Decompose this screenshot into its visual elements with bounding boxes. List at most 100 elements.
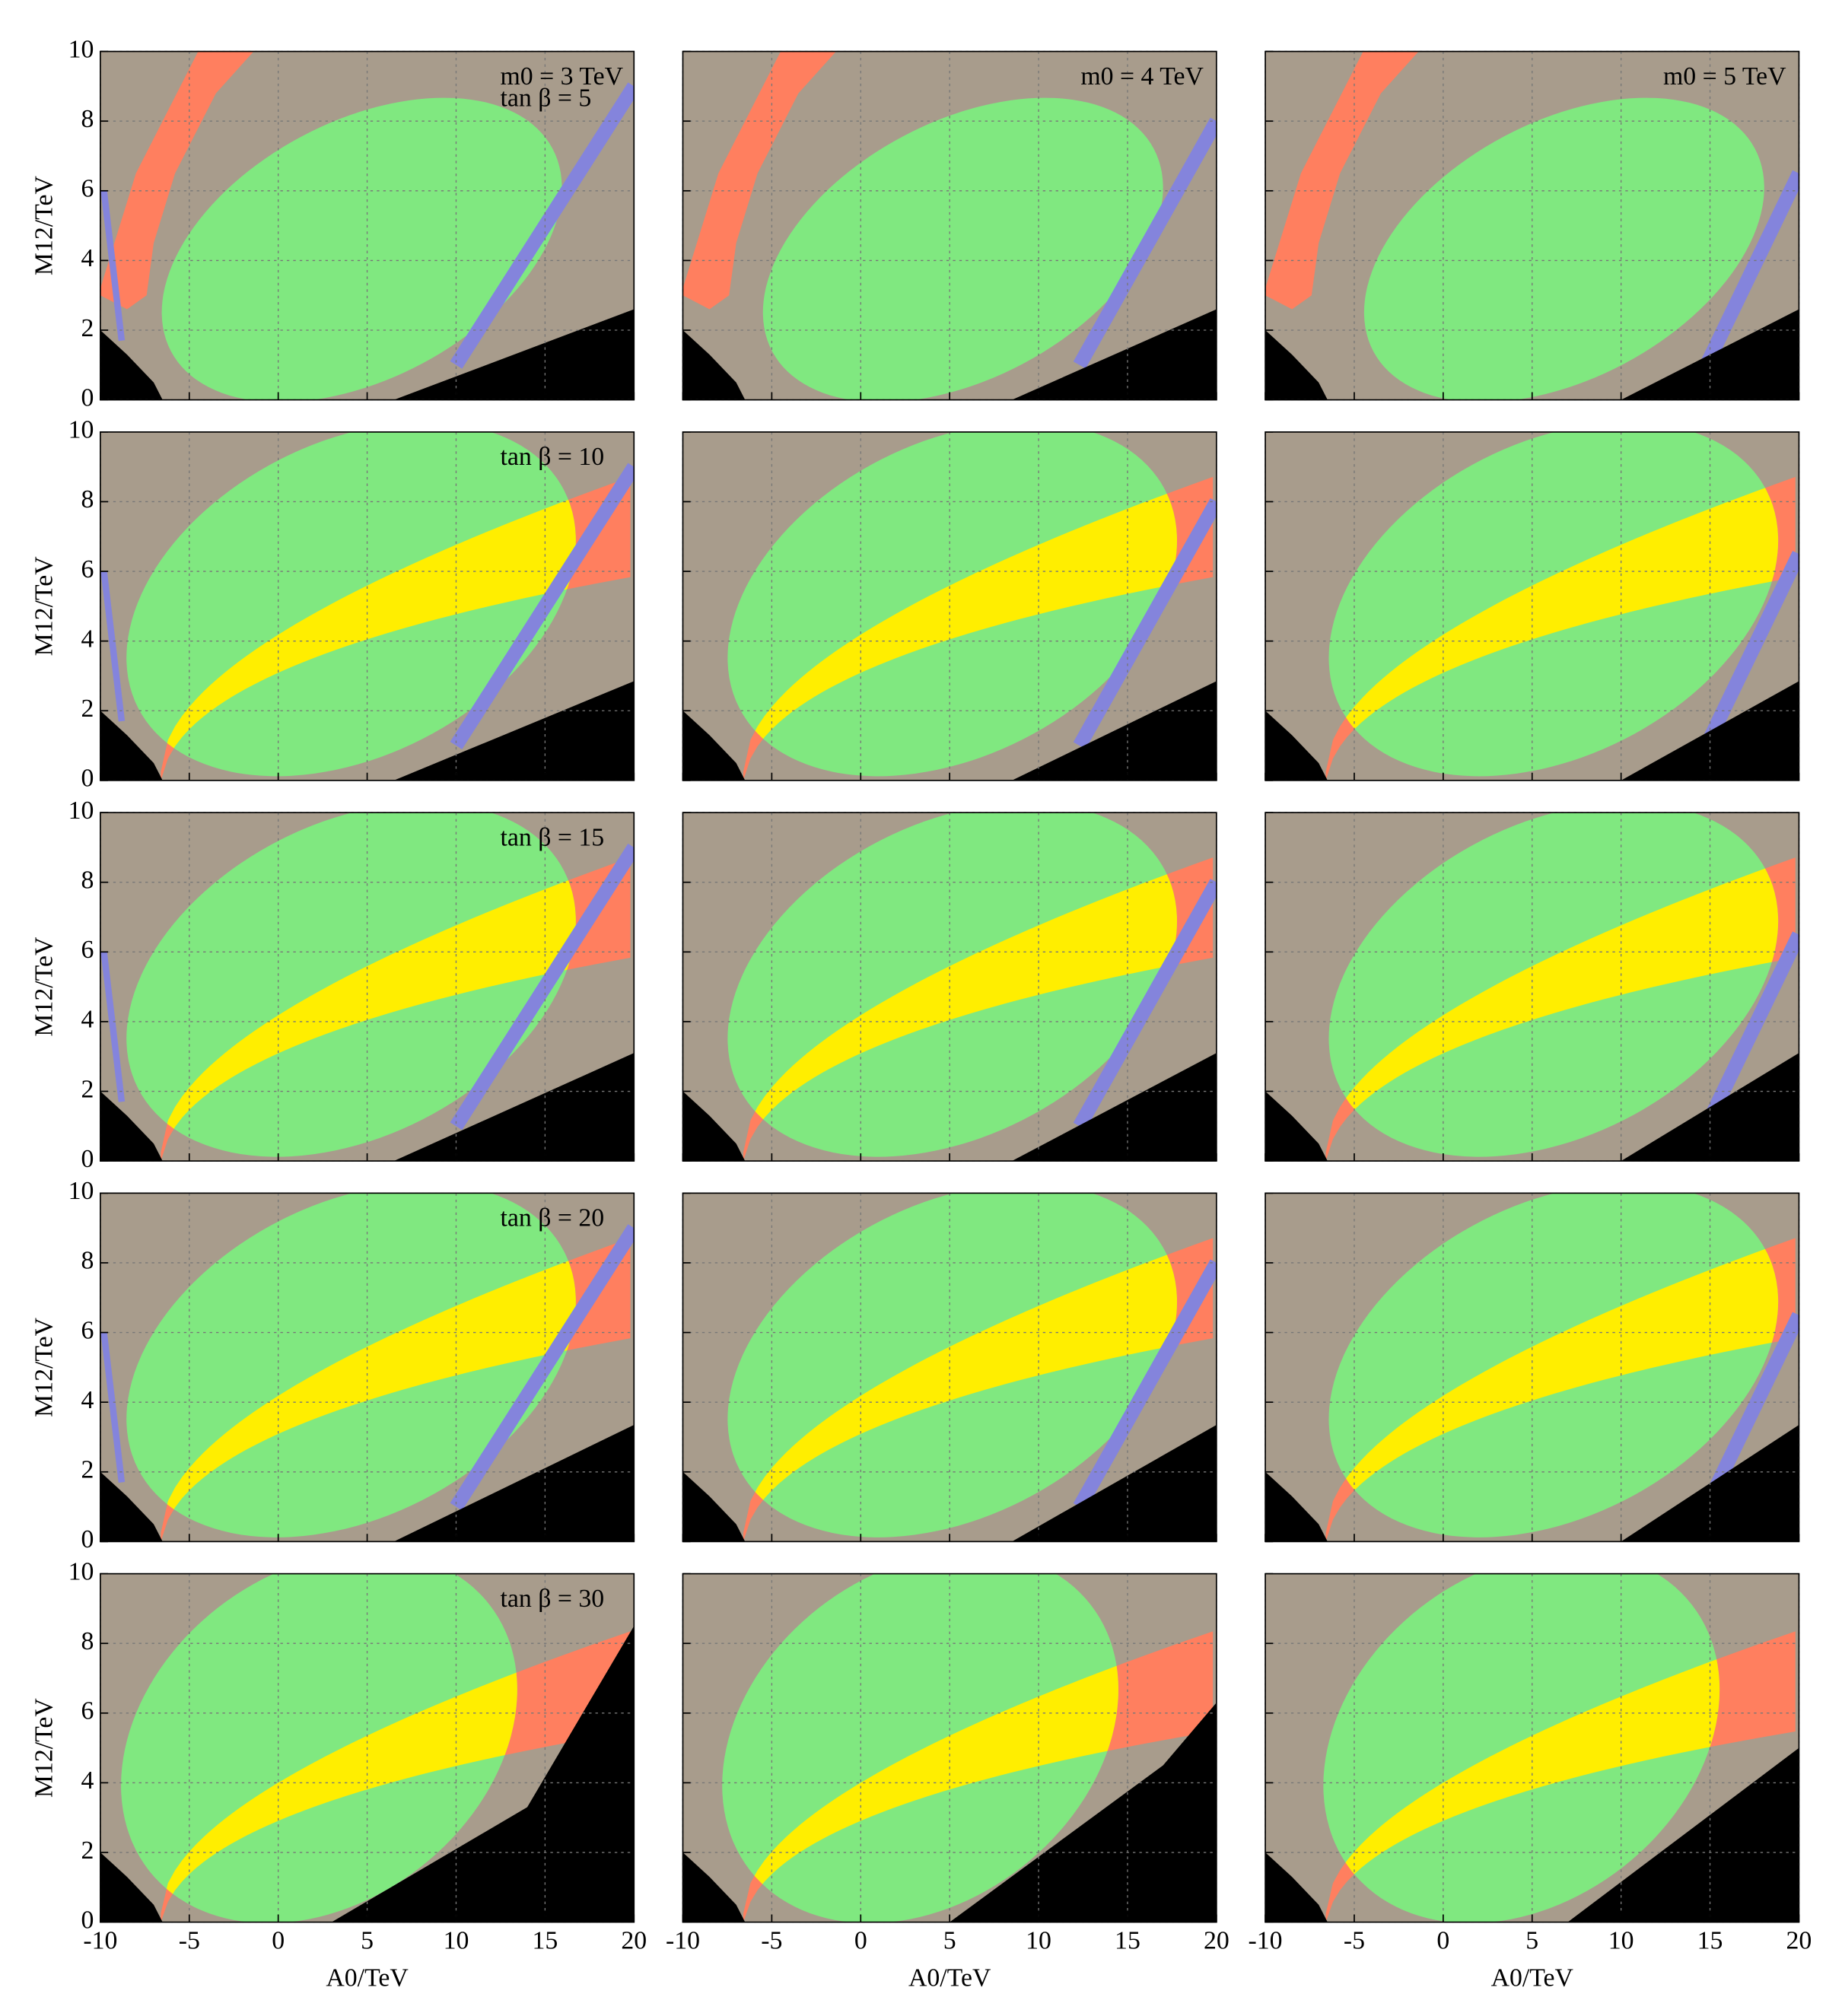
- allowed-region: [762, 97, 1163, 400]
- excluded-black: [682, 330, 746, 400]
- excluded-black: [682, 711, 746, 781]
- annotation: tan β = 20: [500, 1204, 604, 1232]
- x-tick-label: -10: [666, 1926, 700, 1954]
- annotation: m0 = 4 TeV: [1080, 62, 1204, 91]
- panel: [1265, 431, 1800, 781]
- panel: -10 -5 0 5 10 15 20 0 2 4 6 8 10 tan β = 30 M12/TeV A0/…: [30, 1557, 647, 1992]
- x-tick-label: -5: [761, 1926, 782, 1954]
- x-axis-label: A0/TeV: [326, 1964, 409, 1992]
- y-tick-label: 8: [81, 1247, 94, 1275]
- y-axis-label: M12/TeV: [30, 1698, 59, 1798]
- excluded-black: [393, 681, 635, 781]
- y-tick-label: 10: [68, 416, 94, 444]
- x-tick-label: 20: [1204, 1926, 1230, 1954]
- x-axis-label: A0/TeV: [908, 1964, 991, 1992]
- excluded-black: [1567, 1747, 1799, 1922]
- panel: m0 = 4 TeV: [682, 50, 1217, 401]
- strip: [1073, 879, 1217, 1130]
- strip: [1700, 1312, 1799, 1510]
- annotation: tan β = 10: [500, 443, 604, 471]
- preferred-band: [161, 857, 631, 1162]
- excluded-black: [1265, 1852, 1328, 1922]
- preferred-band: [743, 1631, 1192, 1922]
- excluded-black: [1011, 681, 1217, 781]
- excluded-black: [682, 1852, 746, 1922]
- preferred-band: [1325, 857, 1796, 1162]
- axes-frame: [1265, 1192, 1800, 1543]
- preferred-band: [161, 476, 631, 781]
- excluded-black: [682, 1471, 746, 1542]
- y-tick-label: 10: [68, 1177, 94, 1205]
- strip-left: [100, 571, 126, 722]
- axes-frame: [1265, 50, 1800, 401]
- x-tick-label: 10: [1026, 1926, 1051, 1954]
- preferred-band: [1325, 476, 1796, 781]
- preferred-band: [1325, 1631, 1793, 1922]
- y-tick-label: 0: [81, 1145, 94, 1173]
- strip: [1700, 551, 1799, 749]
- excluded-black: [100, 1091, 163, 1162]
- strip: [1073, 117, 1217, 369]
- excluded-region: [682, 51, 836, 310]
- panel: 0 2 4 6 8 10 tan β = 20 M12/TeV: [30, 1177, 635, 1553]
- plot-area: [1265, 431, 1799, 781]
- x-tick-label: -5: [179, 1926, 200, 1954]
- excluded-black: [331, 1626, 635, 1922]
- excluded-black: [682, 1091, 746, 1162]
- plot-area: [100, 1193, 635, 1542]
- axes-frame: [682, 50, 1217, 401]
- y-tick-label: 4: [81, 625, 94, 653]
- allowed-region: [1363, 97, 1764, 400]
- y-tick-label: 8: [81, 485, 94, 514]
- excluded-black: [100, 1852, 163, 1922]
- allowed-subregion: [161, 1631, 591, 1922]
- axes-frame: [100, 431, 635, 781]
- x-tick-label: 15: [1697, 1926, 1723, 1954]
- excluded-black: [393, 1053, 635, 1162]
- excluded-black: [1011, 1424, 1217, 1542]
- strip: [1073, 498, 1217, 749]
- y-tick-label: 4: [81, 244, 94, 272]
- plot-area: [682, 431, 1217, 781]
- axes-frame: [1265, 1572, 1800, 1923]
- axes-frame: [100, 812, 635, 1162]
- y-axis-label: M12/TeV: [30, 936, 59, 1037]
- x-tick-label: 5: [361, 1926, 374, 1954]
- excluded-black: [1265, 1091, 1328, 1162]
- y-tick-label: 10: [68, 1557, 94, 1585]
- annotation: tan β = 15: [500, 823, 604, 851]
- annotation: tan β = 30: [500, 1585, 604, 1613]
- plot-area: [1265, 812, 1799, 1162]
- preferred-band: [743, 857, 1214, 1162]
- y-tick-label: 10: [68, 35, 94, 63]
- panel: 0 2 4 6 8 10 tan β = 10 M12/TeV: [30, 416, 635, 793]
- plot-area: [1265, 1573, 1799, 1922]
- y-axis-label: M12/TeV: [30, 1317, 59, 1417]
- plot-area: [682, 1573, 1217, 1922]
- y-tick-label: 4: [81, 1766, 94, 1795]
- plot-area: [682, 1193, 1217, 1542]
- x-axis-label: A0/TeV: [1491, 1964, 1574, 1992]
- y-tick-label: 6: [81, 555, 94, 583]
- strip-left: [100, 190, 126, 342]
- strip: [1073, 1259, 1217, 1511]
- excluded-black: [950, 1703, 1217, 1922]
- y-tick-label: 2: [81, 695, 94, 723]
- y-tick-label: 6: [81, 1316, 94, 1344]
- axes-frame: [682, 812, 1217, 1162]
- excluded-black: [1011, 1053, 1217, 1162]
- excluded-black: [100, 330, 163, 400]
- annotation: m0 = 5 TeV: [1663, 62, 1786, 91]
- excluded-region: [100, 51, 254, 310]
- x-tick-label: 5: [943, 1926, 956, 1954]
- y-tick-label: 0: [81, 1906, 94, 1934]
- axes-frame: [100, 1572, 635, 1923]
- plot-area: [1265, 1193, 1799, 1542]
- strip: [1700, 170, 1799, 368]
- x-tick-label: 0: [854, 1926, 867, 1954]
- y-tick-label: 2: [81, 1075, 94, 1103]
- panel: [1265, 1192, 1800, 1543]
- y-tick-label: 0: [81, 765, 94, 793]
